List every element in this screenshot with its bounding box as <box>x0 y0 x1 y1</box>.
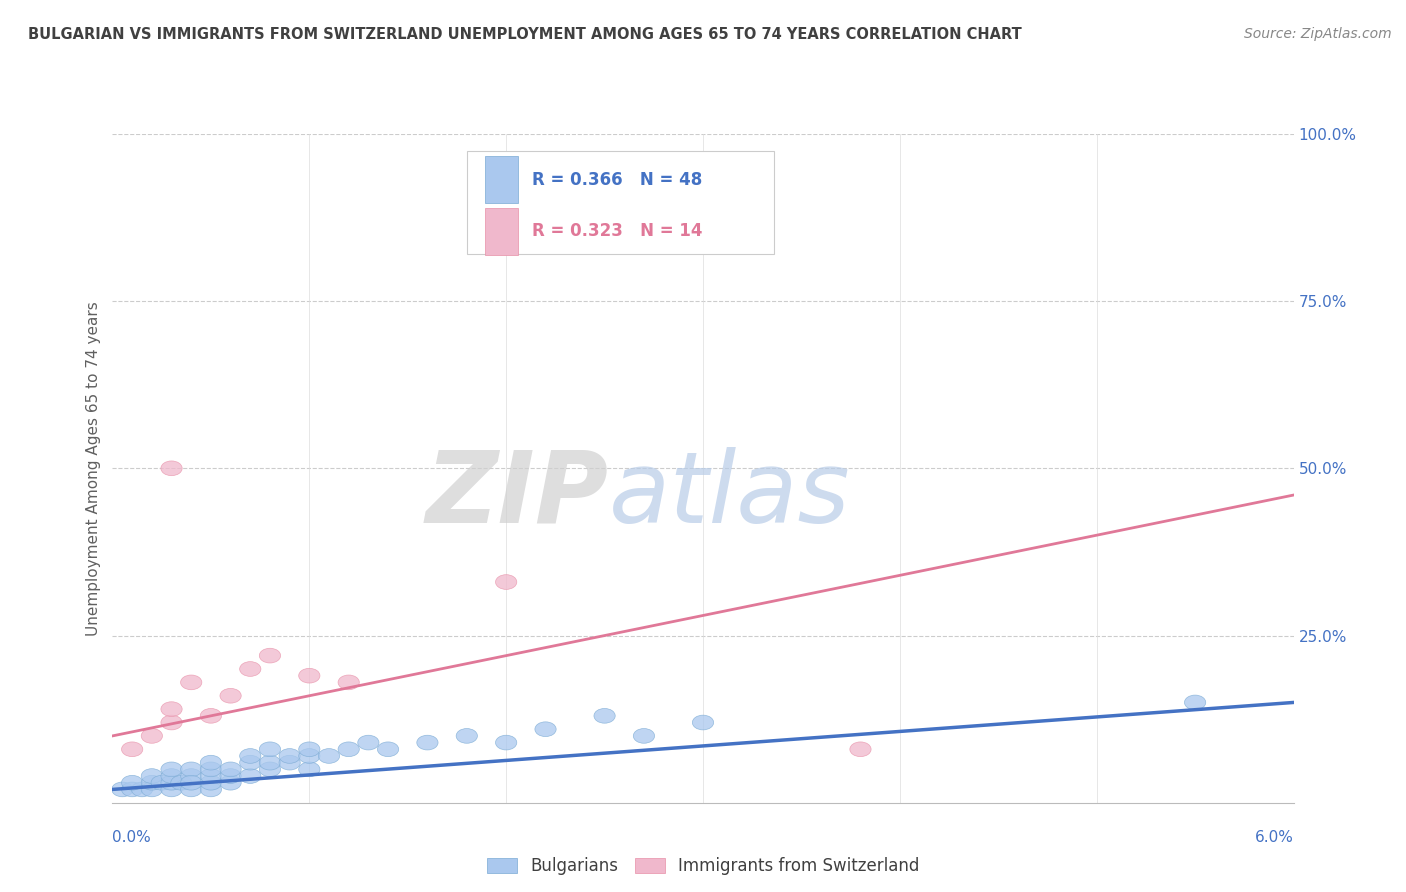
Ellipse shape <box>219 775 242 790</box>
Ellipse shape <box>259 648 281 663</box>
Ellipse shape <box>495 574 517 590</box>
Ellipse shape <box>298 748 321 764</box>
Ellipse shape <box>337 742 360 756</box>
Ellipse shape <box>141 729 163 743</box>
Ellipse shape <box>200 708 222 723</box>
Ellipse shape <box>259 762 281 777</box>
Ellipse shape <box>495 735 517 750</box>
Y-axis label: Unemployment Among Ages 65 to 74 years: Unemployment Among Ages 65 to 74 years <box>86 301 101 636</box>
Ellipse shape <box>141 775 163 790</box>
Text: ZIP: ZIP <box>426 447 609 543</box>
Ellipse shape <box>200 775 222 790</box>
Ellipse shape <box>416 735 439 750</box>
Ellipse shape <box>278 748 301 764</box>
Ellipse shape <box>150 775 173 790</box>
Ellipse shape <box>239 769 262 783</box>
Ellipse shape <box>849 742 872 756</box>
Ellipse shape <box>377 742 399 756</box>
Ellipse shape <box>160 775 183 790</box>
Ellipse shape <box>200 782 222 797</box>
Ellipse shape <box>200 762 222 777</box>
Ellipse shape <box>121 782 143 797</box>
Ellipse shape <box>160 715 183 730</box>
Text: BULGARIAN VS IMMIGRANTS FROM SWITZERLAND UNEMPLOYMENT AMONG AGES 65 TO 74 YEARS : BULGARIAN VS IMMIGRANTS FROM SWITZERLAND… <box>28 27 1022 42</box>
Text: R = 0.366   N = 48: R = 0.366 N = 48 <box>531 170 702 188</box>
Ellipse shape <box>456 729 478 743</box>
Ellipse shape <box>121 775 143 790</box>
Text: 0.0%: 0.0% <box>112 830 152 845</box>
Ellipse shape <box>298 762 321 777</box>
Ellipse shape <box>131 782 153 797</box>
Ellipse shape <box>239 662 262 676</box>
Ellipse shape <box>180 769 202 783</box>
Ellipse shape <box>633 729 655 743</box>
Ellipse shape <box>259 742 281 756</box>
Ellipse shape <box>219 769 242 783</box>
Ellipse shape <box>692 715 714 730</box>
Ellipse shape <box>318 748 340 764</box>
Text: Source: ZipAtlas.com: Source: ZipAtlas.com <box>1244 27 1392 41</box>
Ellipse shape <box>219 689 242 703</box>
FancyBboxPatch shape <box>485 208 517 255</box>
Ellipse shape <box>534 722 557 737</box>
Ellipse shape <box>298 668 321 683</box>
Text: R = 0.323   N = 14: R = 0.323 N = 14 <box>531 222 702 241</box>
Ellipse shape <box>239 756 262 770</box>
Ellipse shape <box>141 769 163 783</box>
FancyBboxPatch shape <box>467 151 773 254</box>
Ellipse shape <box>180 762 202 777</box>
FancyBboxPatch shape <box>485 156 517 203</box>
Ellipse shape <box>160 762 183 777</box>
Ellipse shape <box>160 461 183 475</box>
Ellipse shape <box>121 742 143 756</box>
Ellipse shape <box>160 782 183 797</box>
Ellipse shape <box>180 675 202 690</box>
Ellipse shape <box>160 702 183 716</box>
Text: 6.0%: 6.0% <box>1254 830 1294 845</box>
Ellipse shape <box>593 708 616 723</box>
Ellipse shape <box>200 769 222 783</box>
Ellipse shape <box>259 756 281 770</box>
Ellipse shape <box>337 675 360 690</box>
Ellipse shape <box>239 748 262 764</box>
Text: atlas: atlas <box>609 447 851 543</box>
Ellipse shape <box>219 762 242 777</box>
Ellipse shape <box>180 775 202 790</box>
Ellipse shape <box>1184 695 1206 710</box>
Ellipse shape <box>160 769 183 783</box>
Ellipse shape <box>111 782 134 797</box>
Ellipse shape <box>180 782 202 797</box>
Ellipse shape <box>200 756 222 770</box>
Ellipse shape <box>170 775 193 790</box>
Ellipse shape <box>278 756 301 770</box>
Ellipse shape <box>298 742 321 756</box>
Ellipse shape <box>141 782 163 797</box>
Legend: Bulgarians, Immigrants from Switzerland: Bulgarians, Immigrants from Switzerland <box>479 850 927 881</box>
Ellipse shape <box>357 735 380 750</box>
